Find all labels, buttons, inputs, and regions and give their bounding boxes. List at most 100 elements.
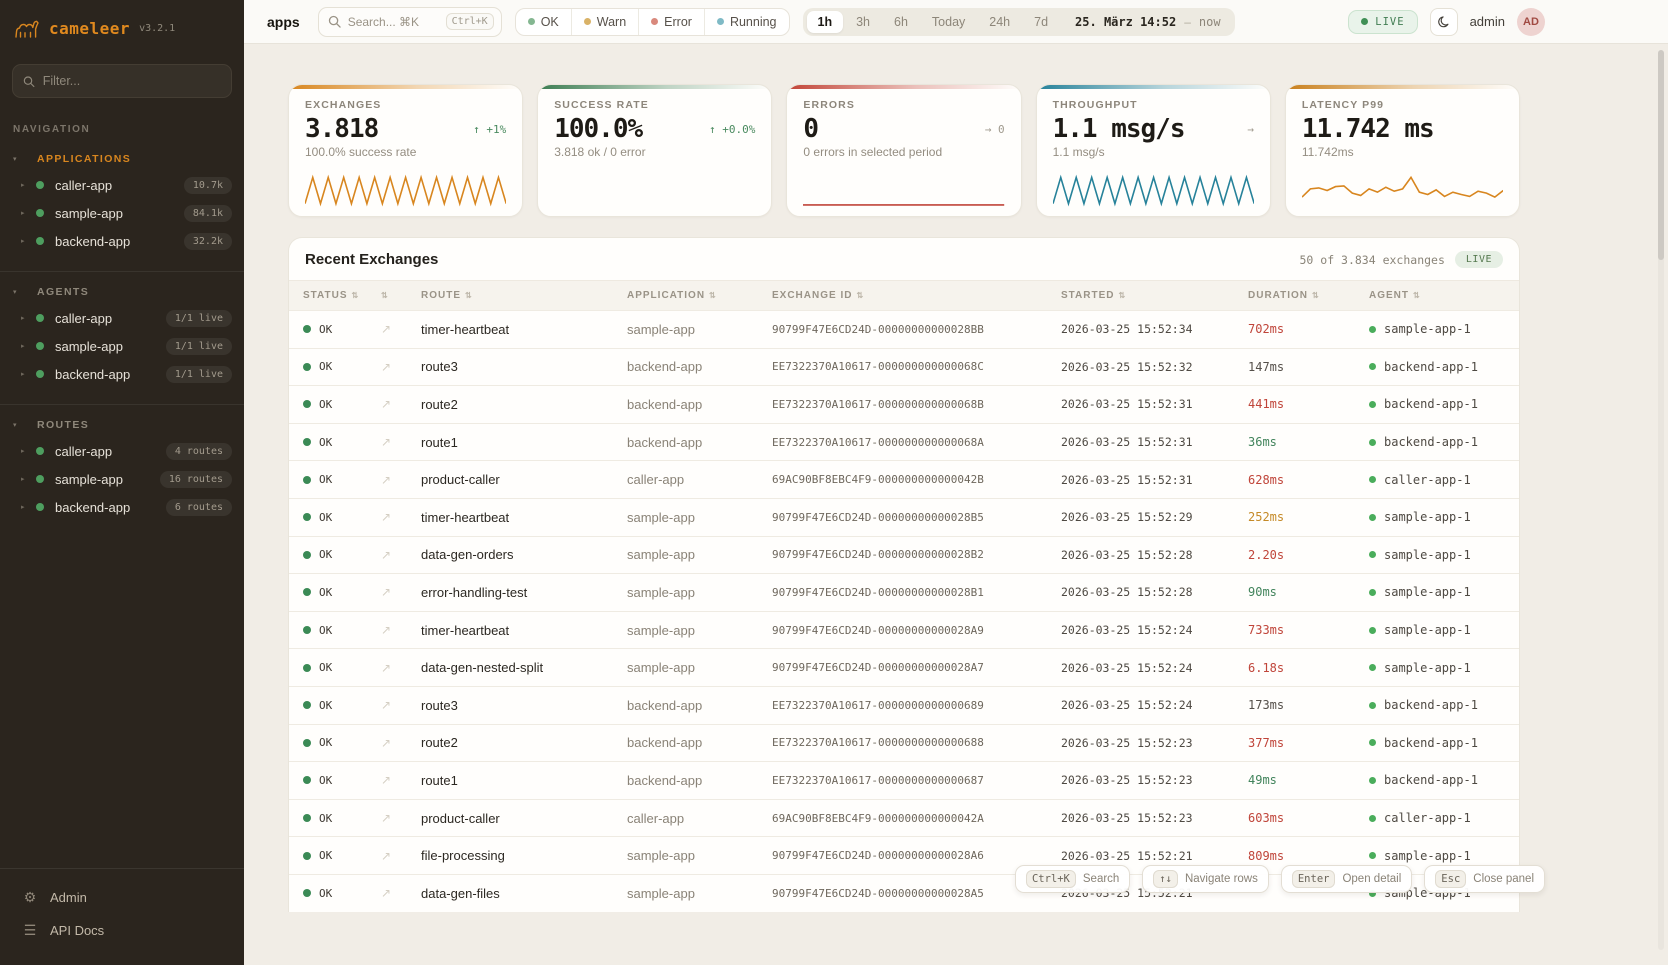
- sidebar-filter[interactable]: [12, 64, 232, 98]
- started-cell: 2026-03-25 15:52:31: [1061, 397, 1193, 412]
- column-label: DURATION: [1248, 290, 1309, 301]
- open-detail-icon[interactable]: ↗: [381, 698, 392, 713]
- card-subtitle: 1.1 msg/s: [1052, 145, 1105, 159]
- chevron-down-icon: ▾: [13, 156, 17, 163]
- avatar[interactable]: AD: [1517, 7, 1545, 36]
- open-detail-icon[interactable]: ↗: [381, 660, 392, 675]
- chip-label: Error: [664, 14, 692, 29]
- sidebar-item-caller-app[interactable]: ▸ caller-app 1/1 live: [0, 304, 244, 332]
- navigation-label: NAVIGATION: [13, 124, 91, 135]
- open-detail-icon[interactable]: ↗: [381, 322, 392, 337]
- card-label: LATENCY P99: [1301, 99, 1385, 111]
- status-filter-error[interactable]: Error: [638, 8, 704, 35]
- column-header-expand[interactable]: ⇅: [381, 291, 421, 300]
- table-row[interactable]: OK ↗ data-gen-orders sample-app 90799F47E6CD…: [289, 535, 1519, 574]
- sidebar-item-caller-app[interactable]: ▸ caller-app 10.7k: [0, 171, 244, 199]
- status-dot-icon: [36, 237, 44, 245]
- status-filter-running[interactable]: Running: [703, 8, 789, 35]
- card-value-row: 100.0% ↑ +0.0%: [554, 114, 755, 144]
- table-row[interactable]: OK ↗ timer-heartbeat sample-app 90799F47E6CD…: [289, 497, 1519, 536]
- open-detail-icon[interactable]: ↗: [381, 547, 392, 562]
- sidebar-item-backend-app[interactable]: ▸ backend-app 6 routes: [0, 493, 244, 521]
- table-row[interactable]: OK ↗ data-gen-nested-split sample-app 90799F…: [289, 648, 1519, 686]
- stat-card-throughput: THROUGHPUT 1.1 msg/s → 1.1 msg/s: [1035, 84, 1271, 217]
- hint-key: Ctrl+K: [1025, 870, 1076, 888]
- range-button-today[interactable]: Today: [931, 14, 966, 29]
- range-button-3h[interactable]: 3h: [856, 14, 871, 29]
- open-detail-icon[interactable]: ↗: [381, 435, 392, 450]
- column-header-status[interactable]: STATUS ⇅: [303, 290, 381, 301]
- duration-cell: 6.18s: [1248, 660, 1285, 675]
- status-dot-icon: [36, 503, 44, 511]
- open-detail-icon[interactable]: ↗: [381, 773, 392, 788]
- sidebar-item-caller-app[interactable]: ▸ caller-app 4 routes: [0, 437, 244, 465]
- agent-label: sample-app-1: [1384, 547, 1471, 562]
- agent-dot-icon: [1369, 814, 1376, 822]
- open-detail-icon[interactable]: ↗: [381, 510, 392, 525]
- section-header-agents[interactable]: ▾ AGENTS: [0, 282, 244, 304]
- column-header-route[interactable]: ROUTE ⇅: [421, 290, 627, 301]
- agent-cell: backend-app-1: [1369, 736, 1519, 750]
- column-header-application[interactable]: APPLICATION ⇅: [627, 290, 772, 301]
- status-label: OK: [319, 849, 333, 863]
- dark-mode-toggle[interactable]: [1429, 7, 1458, 36]
- live-toggle[interactable]: LIVE: [1348, 9, 1418, 34]
- global-search[interactable]: Search... ⌘K Ctrl+K: [317, 6, 502, 37]
- open-detail-icon[interactable]: ↗: [381, 735, 392, 750]
- column-header-exchange-id[interactable]: EXCHANGE ID ⇅: [772, 290, 1061, 301]
- column-label: STARTED: [1061, 290, 1115, 301]
- sidebar-item-label: sample-app: [55, 205, 123, 221]
- table-row[interactable]: OK ↗ route3 backend-app EE7322370A10617-0000…: [289, 685, 1519, 724]
- status-label: OK: [319, 397, 333, 411]
- column-label: AGENT: [1369, 290, 1409, 301]
- open-detail-icon[interactable]: ↗: [381, 886, 392, 901]
- range-button-24h[interactable]: 24h: [989, 14, 1011, 29]
- scrollbar-thumb[interactable]: [1658, 50, 1664, 260]
- table-row[interactable]: OK ↗ product-caller caller-app 69AC90BF8EBC4…: [289, 798, 1519, 837]
- sidebar-footer-admin[interactable]: ⚙ Admin: [0, 881, 244, 914]
- sidebar-item-sample-app[interactable]: ▸ sample-app 16 routes: [0, 465, 244, 493]
- column-header-agent[interactable]: AGENT ⇅: [1369, 290, 1519, 301]
- status-filter-ok[interactable]: OK: [516, 9, 571, 35]
- range-button-7d[interactable]: 7d: [1034, 14, 1049, 29]
- status-filter-warn[interactable]: Warn: [570, 8, 638, 35]
- card-value-row: 11.742 ms: [1302, 114, 1503, 144]
- column-header-started[interactable]: STARTED ⇅: [1061, 290, 1248, 301]
- section-header-routes[interactable]: ▾ ROUTES: [0, 415, 244, 437]
- table-row[interactable]: OK ↗ error-handling-test sample-app 90799F47…: [289, 573, 1519, 611]
- column-label: ROUTE: [421, 290, 461, 301]
- open-detail-icon[interactable]: ↗: [381, 585, 392, 600]
- open-detail-icon[interactable]: ↗: [381, 848, 392, 863]
- sidebar-item-badge: 16 routes: [159, 470, 232, 488]
- sidebar-item-backend-app[interactable]: ▸ backend-app 1/1 live: [0, 360, 244, 388]
- range-button-1h[interactable]: 1h: [806, 10, 844, 33]
- filter-input[interactable]: [42, 74, 221, 88]
- range-button-6h[interactable]: 6h: [894, 14, 908, 29]
- table-row[interactable]: OK ↗ timer-heartbeat sample-app 90799F47E6CD…: [289, 610, 1519, 649]
- sidebar-footer-api-docs[interactable]: ☰ API Docs: [0, 914, 244, 947]
- table-row[interactable]: OK ↗ route3 backend-app EE7322370A10617-0000…: [289, 347, 1519, 386]
- table-row[interactable]: OK ↗ route2 backend-app EE7322370A10617-0000…: [289, 385, 1519, 423]
- open-detail-icon[interactable]: ↗: [381, 397, 392, 412]
- table-row[interactable]: OK ↗ file-processing sample-app 90799F47E6CD…: [289, 836, 1519, 874]
- duration-cell: 628ms: [1248, 472, 1285, 487]
- table-row[interactable]: OK ↗ product-caller caller-app 69AC90BF8EBC4…: [289, 460, 1519, 498]
- open-detail-icon[interactable]: ↗: [381, 623, 392, 638]
- sidebar-item-backend-app[interactable]: ▸ backend-app 32.2k: [0, 227, 244, 255]
- table-row[interactable]: OK ↗ route2 backend-app EE7322370A10617-0000…: [289, 723, 1519, 762]
- sidebar-item-sample-app[interactable]: ▸ sample-app 84.1k: [0, 199, 244, 227]
- exchange-id-cell: EE7322370A10617-0000000000000689: [772, 698, 984, 712]
- table-row[interactable]: OK ↗ timer-heartbeat sample-app 90799F47E6CD…: [289, 310, 1519, 348]
- table-row[interactable]: OK ↗ route1 backend-app EE7322370A10617-0000…: [289, 422, 1519, 461]
- open-detail-icon[interactable]: ↗: [381, 472, 392, 487]
- sidebar-item-sample-app[interactable]: ▸ sample-app 1/1 live: [0, 332, 244, 360]
- table-row[interactable]: OK ↗ route1 backend-app EE7322370A10617-0000…: [289, 761, 1519, 799]
- open-detail-icon[interactable]: ↗: [381, 811, 392, 826]
- page-scrollbar[interactable]: [1658, 50, 1664, 950]
- started-cell: 2026-03-25 15:52:23: [1061, 811, 1193, 826]
- exchange-id-cell: EE7322370A10617-0000000000000688: [772, 736, 984, 750]
- status-cell: OK: [303, 398, 381, 411]
- column-header-duration[interactable]: DURATION ⇅: [1248, 290, 1369, 301]
- open-detail-icon[interactable]: ↗: [381, 359, 392, 374]
- section-header-applications[interactable]: ▾ APPLICATIONS: [0, 149, 244, 171]
